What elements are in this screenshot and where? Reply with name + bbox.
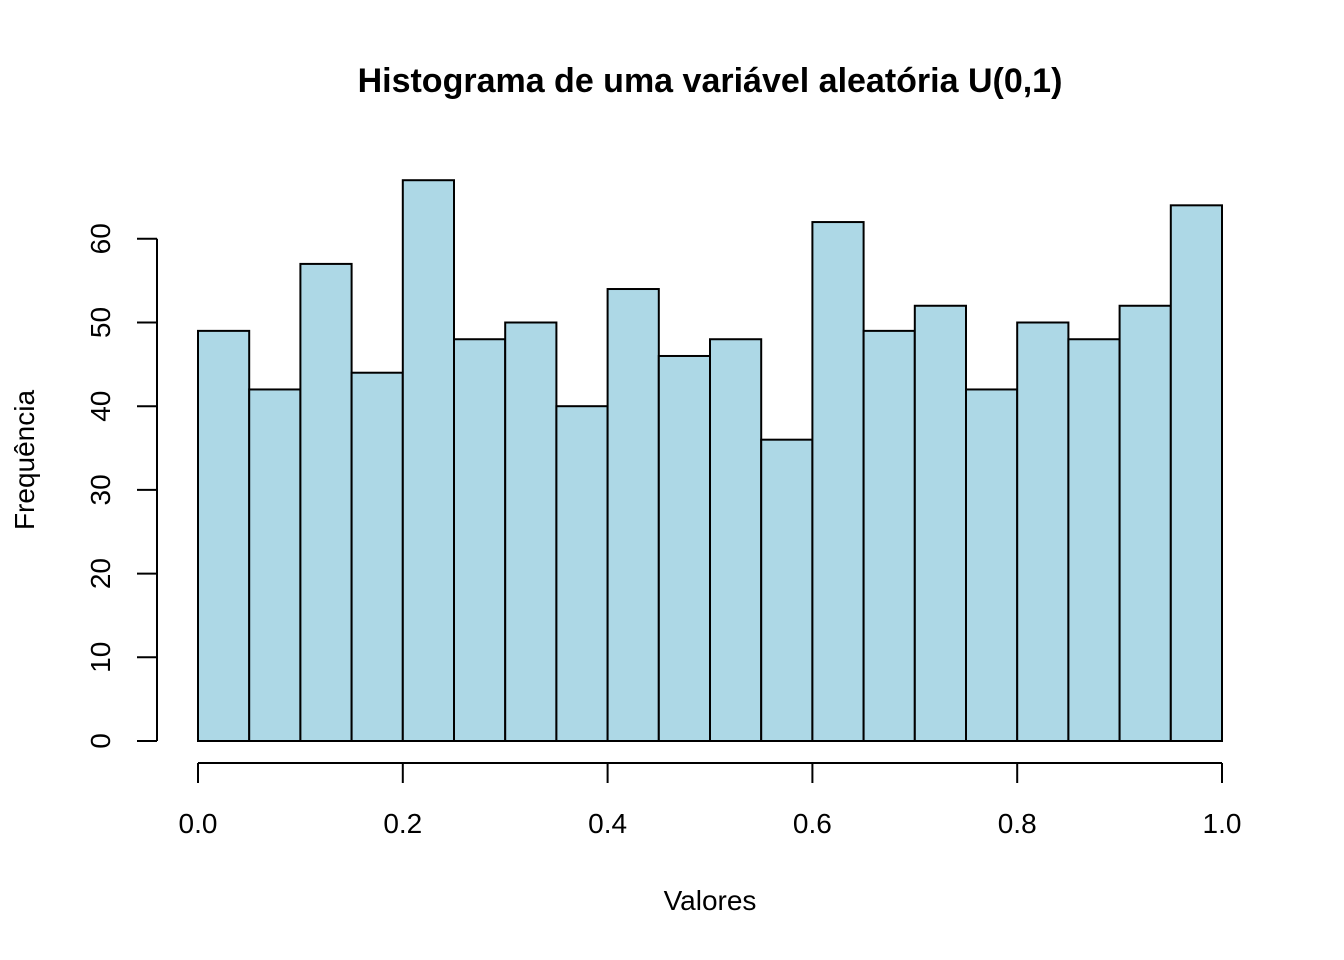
histogram-bar	[401, 179, 455, 742]
histogram-bar	[913, 304, 967, 742]
histogram-bar	[657, 354, 711, 742]
histogram-bar	[862, 329, 916, 742]
x-tick-label: 0.0	[179, 808, 218, 839]
histogram-bar	[197, 329, 251, 742]
y-tick-label: 40	[85, 391, 116, 422]
histogram-bar	[760, 438, 814, 742]
histogram-bar	[453, 338, 507, 742]
y-axis: 0 10 20 30 40 50 60	[85, 223, 158, 749]
bars-group	[197, 179, 1224, 742]
histogram-bar	[1067, 338, 1121, 742]
y-tick-label: 10	[85, 642, 116, 673]
x-tick-label: 0.4	[588, 808, 627, 839]
y-tick-label: 60	[85, 223, 116, 254]
y-tick-label: 0	[85, 733, 116, 749]
x-axis-label: Valores	[664, 885, 757, 916]
y-tick-label: 20	[85, 558, 116, 589]
y-axis-label: Frequência	[9, 390, 40, 531]
x-axis: 0.0 0.2 0.4 0.6 0.8 1.0	[179, 762, 1242, 839]
y-tick-label: 50	[85, 307, 116, 338]
histogram-bar	[965, 388, 1019, 742]
histogram-bar	[248, 388, 302, 742]
histogram-bar	[1169, 204, 1224, 742]
histogram-bar	[299, 262, 353, 742]
y-tick-label: 30	[85, 474, 116, 505]
x-tick-label: 0.8	[998, 808, 1037, 839]
histogram-bar	[1016, 321, 1070, 742]
x-tick-label: 1.0	[1203, 808, 1242, 839]
histogram-bar	[504, 321, 558, 742]
histogram-bar	[709, 338, 763, 742]
histogram-bar	[555, 405, 609, 742]
histogram-bar	[811, 221, 865, 742]
histogram-bar	[350, 371, 404, 742]
x-tick-label: 0.6	[793, 808, 832, 839]
x-tick-label: 0.2	[383, 808, 422, 839]
chart-title: Histograma de uma variável aleatória U(0…	[358, 62, 1063, 100]
histogram-bar	[606, 288, 660, 742]
histogram-bar	[1118, 304, 1172, 742]
